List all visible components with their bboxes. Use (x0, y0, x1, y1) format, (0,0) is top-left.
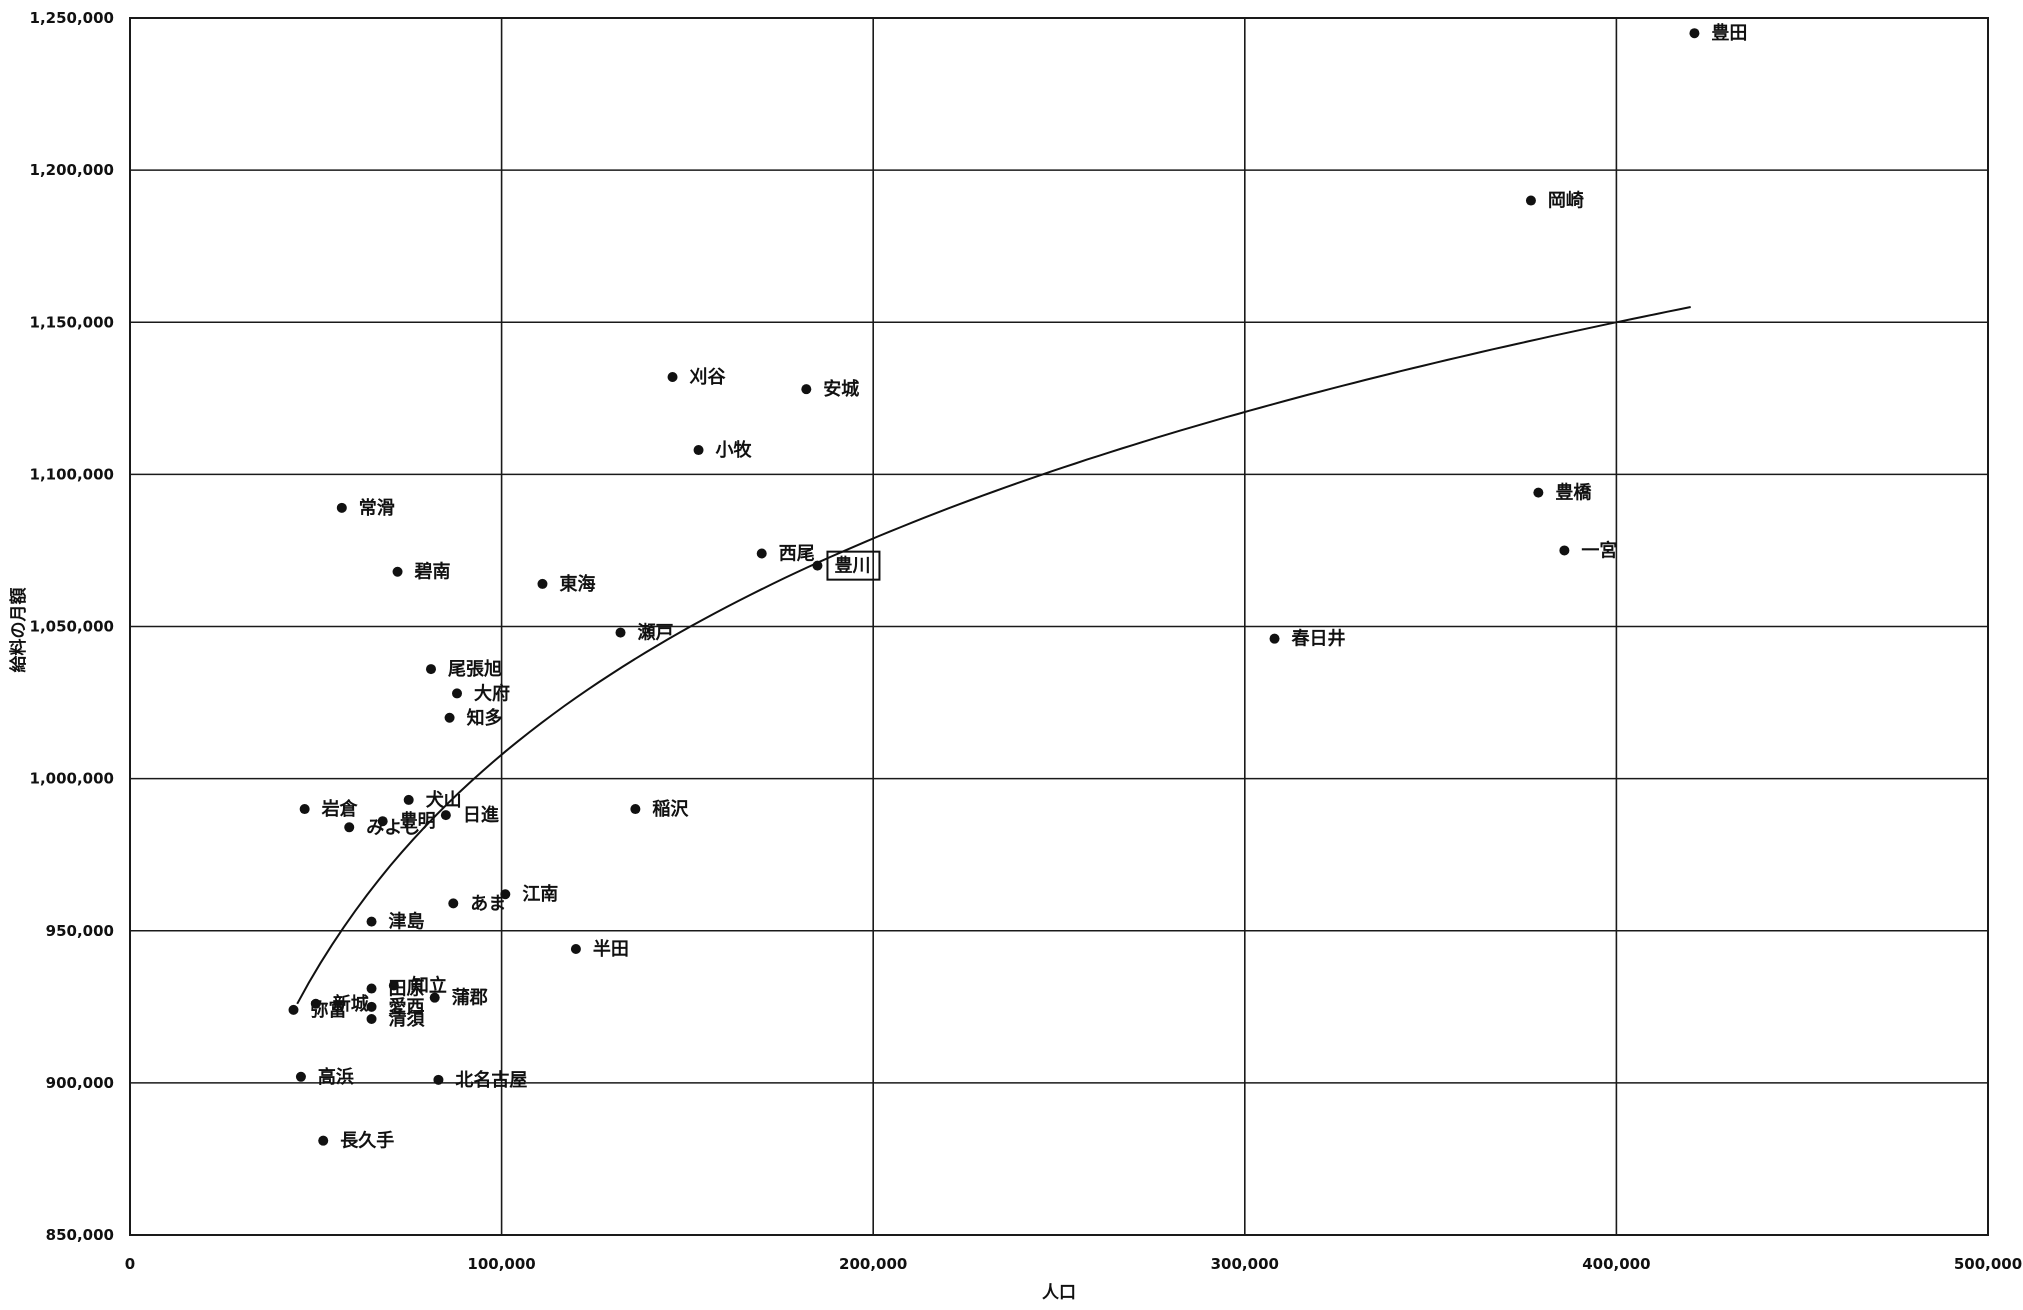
grid-layer (129, 17, 1989, 1236)
data-point (433, 1074, 444, 1085)
data-point-label: 半田 (593, 938, 629, 960)
data-point (366, 1001, 377, 1012)
data-point (630, 804, 641, 815)
y-tick-label: 1,200,000 (30, 161, 114, 179)
data-point (801, 384, 812, 395)
data-point-label: 江南 (522, 883, 558, 905)
data-point (452, 688, 463, 699)
data-point (444, 712, 455, 723)
y-tick-label: 1,100,000 (30, 465, 114, 483)
y-tick-label: 850,000 (46, 1226, 114, 1244)
data-point (318, 1135, 329, 1146)
data-point (440, 810, 451, 821)
data-point-label: 碧南 (414, 561, 451, 583)
data-point (392, 566, 403, 577)
data-point-label: 刈谷 (690, 366, 727, 388)
data-point (667, 372, 678, 383)
data-point (537, 578, 548, 589)
data-point (1559, 545, 1570, 556)
y-tick-label: 900,000 (46, 1074, 114, 1092)
data-point (299, 804, 310, 815)
data-point-label: 西尾 (779, 543, 815, 564)
y-tick-label: 1,050,000 (30, 618, 114, 636)
data-point (295, 1071, 306, 1082)
data-point (756, 548, 767, 559)
data-point-label: 津島 (389, 911, 425, 933)
data-point-label: 知多 (467, 707, 503, 729)
ticks-layer: 0 100,000 200,000 300,000 400,000 500,000 850,… (30, 9, 2023, 1273)
x-tick-label: 400,000 (1582, 1255, 1650, 1273)
data-point (310, 998, 321, 1009)
data-point-label: 岩倉 (321, 798, 359, 820)
data-point-label: 犬山 (426, 789, 462, 811)
data-point-label: 春日井 (1292, 628, 1346, 650)
data-point (388, 980, 399, 991)
highlight-box (826, 550, 881, 581)
data-point-label: 豊川 (834, 556, 870, 577)
x-tick-label: 500,000 (1954, 1255, 2022, 1273)
data-point-label: 蒲郡 (452, 988, 488, 1009)
data-point-label: 弥富 (311, 999, 347, 1021)
data-point-label: 一宮 (1581, 539, 1617, 561)
x-tick-label: 200,000 (839, 1255, 907, 1273)
data-point-label: 愛西 (389, 996, 425, 1018)
data-point (1533, 487, 1544, 498)
data-point (403, 794, 414, 805)
data-point (1689, 28, 1700, 39)
y-tick-label: 1,150,000 (30, 313, 114, 331)
data-point-label: みよし (366, 817, 420, 838)
data-point-label: 高浜 (318, 1066, 354, 1088)
data-point (425, 664, 436, 675)
data-point-label: 豊橋 (1555, 482, 1592, 504)
data-point (500, 889, 511, 900)
data-point-label: 安城 (823, 378, 859, 400)
data-point (366, 983, 377, 994)
data-point-label: 豊明 (400, 811, 436, 832)
data-point-label: 清須 (389, 1009, 426, 1030)
data-point-label: 長久手 (340, 1130, 394, 1152)
x-tick-label: 0 (125, 1255, 135, 1273)
data-point-label: 小牧 (716, 439, 753, 461)
data-point (429, 992, 440, 1003)
data-point (336, 502, 347, 513)
data-point (812, 560, 823, 571)
data-point (377, 816, 388, 827)
data-point-label: あま (470, 893, 506, 914)
trend-line (296, 306, 1691, 1005)
data-point-label: 常滑 (359, 497, 395, 519)
data-point (615, 627, 626, 638)
data-point (366, 1013, 377, 1024)
data-point-label: 北名古屋 (455, 1069, 527, 1091)
data-point-label: 新城 (333, 993, 369, 1015)
data-point (448, 898, 459, 909)
x-axis-title: 人口 (1042, 1283, 1076, 1303)
data-point-label: 稲沢 (652, 798, 689, 820)
data-point (344, 822, 355, 833)
data-point-label: 知立 (411, 975, 447, 997)
y-tick-label: 1,250,000 (30, 9, 114, 27)
data-point-label: 岡崎 (1548, 190, 1584, 212)
data-point (288, 1004, 299, 1015)
data-point-label: 田原 (389, 979, 425, 1000)
data-point-label: 瀬戸 (638, 623, 674, 644)
data-point-label: 大府 (474, 682, 510, 704)
y-axis-title: 給料の月額 (8, 588, 29, 673)
y-tick-label: 1,000,000 (30, 770, 114, 788)
data-point (570, 944, 581, 955)
data-point (1269, 633, 1280, 644)
data-point-label: 東海 (559, 573, 595, 595)
y-tick-label: 950,000 (46, 922, 114, 940)
x-tick-label: 300,000 (1211, 1255, 1279, 1273)
data-point-label: 豊田 (1711, 23, 1747, 44)
x-tick-label: 100,000 (467, 1255, 535, 1273)
data-point (693, 445, 704, 456)
data-point (366, 916, 377, 927)
data-point-label: 尾張旭 (448, 658, 502, 680)
data-point-label: 日進 (463, 804, 499, 826)
data-point (1525, 195, 1536, 206)
